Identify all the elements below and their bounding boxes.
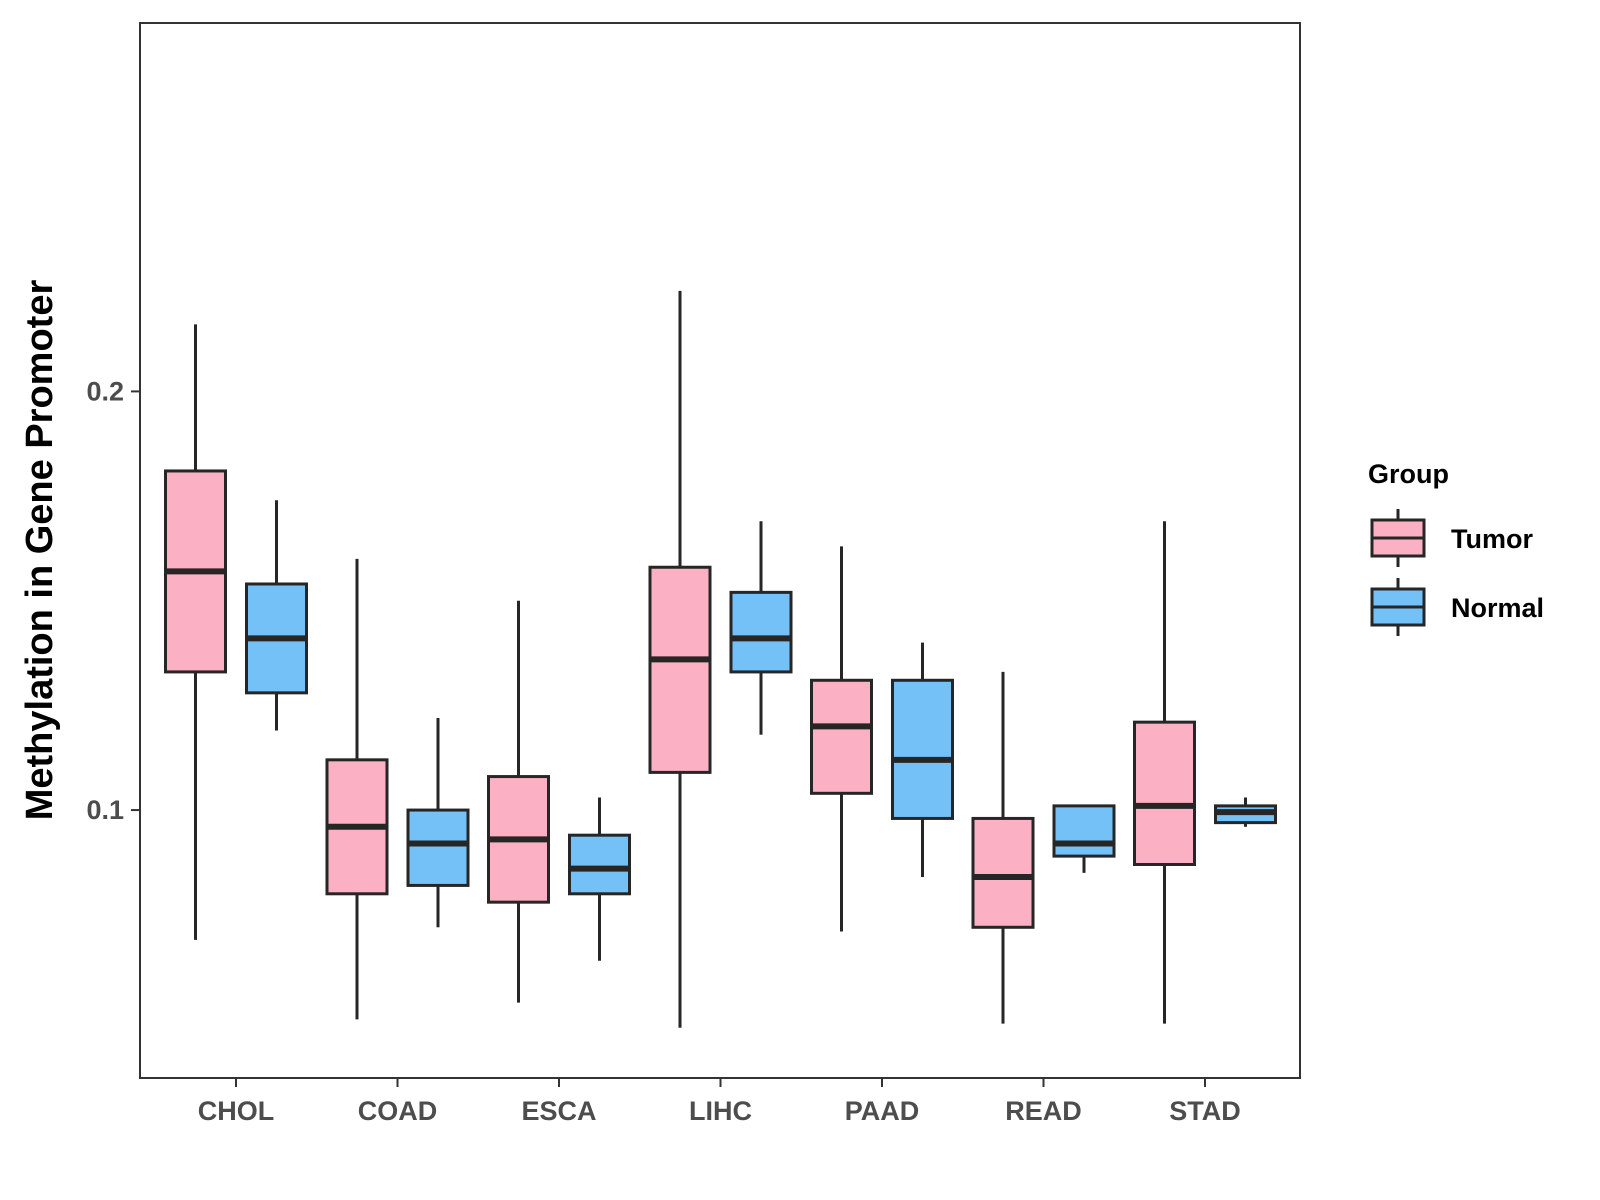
- x-tick-label: COAD: [358, 1096, 438, 1126]
- box-normal-stad: [1214, 797, 1277, 827]
- plot-area: [139, 22, 1301, 1079]
- legend-label: Normal: [1451, 593, 1544, 623]
- box-tumor-coad: [325, 558, 389, 1020]
- box-body: [729, 590, 793, 674]
- box-body: [891, 678, 954, 820]
- y-axis-title: Methylation in Gene Promoter: [19, 280, 61, 821]
- x-tick-label: ESCA: [521, 1096, 596, 1126]
- box-body: [1133, 720, 1196, 866]
- box-normal-chol: [245, 500, 308, 731]
- legend-title: Group: [1368, 459, 1449, 489]
- box-normal-lihc: [729, 521, 793, 735]
- x-tick-label: CHOL: [198, 1096, 275, 1126]
- box-tumor-chol: [164, 324, 227, 940]
- box-normal-paad: [891, 642, 954, 878]
- box-body: [568, 833, 631, 896]
- box-body: [648, 565, 712, 774]
- x-tick-label: STAD: [1169, 1096, 1241, 1126]
- box-tumor-read: [971, 671, 1035, 1024]
- legend-item-normal: Normal: [1370, 578, 1544, 636]
- box-tumor-stad: [1133, 521, 1196, 1024]
- x-tick-label: READ: [1005, 1096, 1082, 1126]
- box-normal-read: [1052, 804, 1116, 873]
- box-body: [1052, 804, 1116, 858]
- y-tick-label: 0.2: [86, 376, 124, 406]
- legend-label: Tumor: [1451, 524, 1533, 554]
- x-tick-label: PAAD: [845, 1096, 920, 1126]
- box-body: [406, 808, 470, 887]
- box-normal-coad: [406, 717, 470, 928]
- x-axis: CHOL COAD ESCA LIHC PAAD READ STAD: [198, 1078, 1241, 1126]
- panel-background: [140, 23, 1300, 1078]
- boxes-layer: [164, 290, 1277, 1028]
- box-normal-esca: [568, 797, 631, 961]
- y-tick-label: 0.1: [86, 795, 124, 825]
- x-tick-label: LIHC: [689, 1096, 752, 1126]
- legend: Group Tumor Normal: [1368, 459, 1544, 636]
- box-tumor-esca: [487, 600, 550, 1003]
- box-body: [810, 678, 873, 795]
- box-body: [971, 816, 1035, 929]
- box-tumor-paad: [810, 546, 873, 932]
- y-axis: 0.1 0.2: [86, 376, 140, 825]
- box-tumor-lihc: [648, 290, 712, 1028]
- legend-item-tumor: Tumor: [1370, 509, 1533, 567]
